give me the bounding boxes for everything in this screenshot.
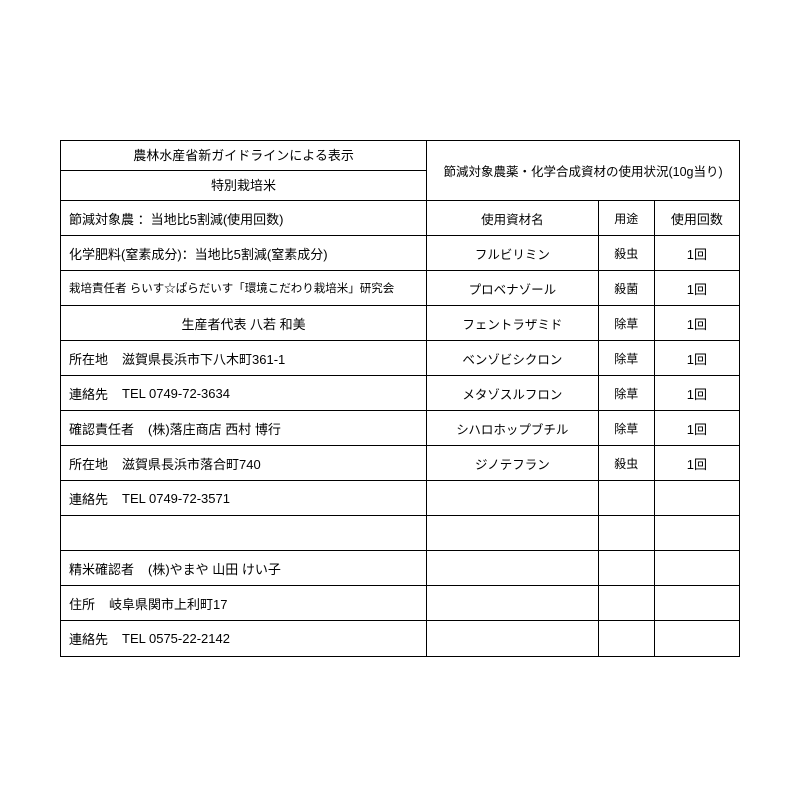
info-row: 生産者代表 八若 和美 (61, 306, 426, 341)
left-column: 農林水産省新ガイドラインによる表示 特別栽培米 節減対象農 ：当地比5割減(使用… (61, 141, 427, 656)
info-row: 確認責任者 (株)落庄商店 西村 博行 (61, 411, 426, 446)
info-label: 連絡先 (69, 489, 108, 508)
material-use: 殺虫 (599, 236, 655, 270)
info-value: TEL 0749-72-3634 (122, 386, 230, 401)
material-row (427, 481, 739, 516)
info-label: 住所 (69, 594, 95, 613)
material-row: シハロホップブチル除草1回 (427, 411, 739, 446)
info-value: (株)やまや 山田 けい子 (148, 559, 281, 578)
material-row: メタゾスルフロン除草1回 (427, 376, 739, 411)
info-value: 岐阜県関市上利町17 (109, 594, 227, 613)
info-label: 精米確認者 (69, 559, 134, 578)
info-row: 精米確認者 (株)やまや 山田 けい子 (61, 551, 426, 586)
right-header: 節減対象農薬・化学合成資材の使用状況(10g当り) (427, 141, 739, 201)
material-name: ベンゾビシクロン (427, 341, 599, 375)
material-name (427, 621, 599, 656)
material-count: 1回 (655, 341, 739, 375)
material-name: プロベナゾール (427, 271, 599, 305)
col-material-name: 使用資材名 (427, 201, 599, 235)
material-name (427, 586, 599, 620)
info-row: 節減対象農 ：当地比5割減(使用回数) (61, 201, 426, 236)
material-use: 除草 (599, 411, 655, 445)
material-name: シハロホップブチル (427, 411, 599, 445)
material-row: ジノテフラン殺虫1回 (427, 446, 739, 481)
material-count (655, 621, 739, 656)
info-row: 連絡先 TEL 0575-22-2142 (61, 621, 426, 656)
info-label: 連絡先 (69, 384, 108, 403)
info-row: 所在地滋賀県長浜市落合町740 (61, 446, 426, 481)
material-use (599, 586, 655, 620)
material-count: 1回 (655, 446, 739, 480)
label-table: 農林水産省新ガイドラインによる表示 特別栽培米 節減対象農 ：当地比5割減(使用… (60, 140, 740, 657)
material-count: 1回 (655, 271, 739, 305)
material-use (599, 551, 655, 585)
left-header-1: 農林水産省新ガイドラインによる表示 (61, 141, 426, 171)
material-name: フルビリミン (427, 236, 599, 270)
material-count (655, 551, 739, 585)
material-use: 殺菌 (599, 271, 655, 305)
material-count: 1回 (655, 376, 739, 410)
material-row: ベンゾビシクロン除草1回 (427, 341, 739, 376)
material-use (599, 481, 655, 515)
info-value: 滋賀県長浜市下八木町361-1 (122, 349, 285, 368)
col-count: 使用回数 (655, 201, 739, 235)
material-use: 殺虫 (599, 446, 655, 480)
material-use: 除草 (599, 306, 655, 340)
material-count (655, 586, 739, 620)
material-count: 1回 (655, 411, 739, 445)
info-row: 住所岐阜県関市上利町17 (61, 586, 426, 621)
material-use (599, 516, 655, 550)
material-use: 除草 (599, 341, 655, 375)
material-count: 1回 (655, 306, 739, 340)
info-label: 所在地 (69, 454, 108, 473)
info-value: 滋賀県長浜市落合町740 (122, 454, 261, 473)
info-label: 所在地 (69, 349, 108, 368)
info-value: TEL 0575-22-2142 (122, 631, 230, 646)
material-name: フェントラザミド (427, 306, 599, 340)
material-row (427, 586, 739, 621)
material-row: プロベナゾール殺菌1回 (427, 271, 739, 306)
material-name (427, 481, 599, 515)
material-count (655, 481, 739, 515)
materials-header-row: 使用資材名 用途 使用回数 (427, 201, 739, 236)
info-row: 栽培責任者 らいす☆ぱらだいす「環境こだわり栽培米」研究会 (61, 271, 426, 306)
info-label: 連絡先 (69, 629, 108, 648)
material-use (599, 621, 655, 656)
material-use: 除草 (599, 376, 655, 410)
info-row: 連絡先 TEL 0749-72-3571 (61, 481, 426, 516)
col-use: 用途 (599, 201, 655, 235)
material-row (427, 551, 739, 586)
material-row (427, 516, 739, 551)
material-name: ジノテフラン (427, 446, 599, 480)
material-row: フェントラザミド除草1回 (427, 306, 739, 341)
right-column: 節減対象農薬・化学合成資材の使用状況(10g当り) 使用資材名 用途 使用回数 … (427, 141, 739, 656)
info-label: 確認責任者 (69, 419, 134, 438)
material-name (427, 551, 599, 585)
info-value: TEL 0749-72-3571 (122, 491, 230, 506)
left-header-2: 特別栽培米 (61, 171, 426, 201)
material-name: メタゾスルフロン (427, 376, 599, 410)
info-row: 化学肥料(窒素成分)：当地比5割減(窒素成分) (61, 236, 426, 271)
info-value: (株)落庄商店 西村 博行 (148, 419, 281, 438)
info-row (61, 516, 426, 551)
material-name (427, 516, 599, 550)
material-count (655, 516, 739, 550)
material-count: 1回 (655, 236, 739, 270)
material-row (427, 621, 739, 656)
info-row: 所在地滋賀県長浜市下八木町361-1 (61, 341, 426, 376)
info-row: 連絡先 TEL 0749-72-3634 (61, 376, 426, 411)
material-row: フルビリミン殺虫1回 (427, 236, 739, 271)
